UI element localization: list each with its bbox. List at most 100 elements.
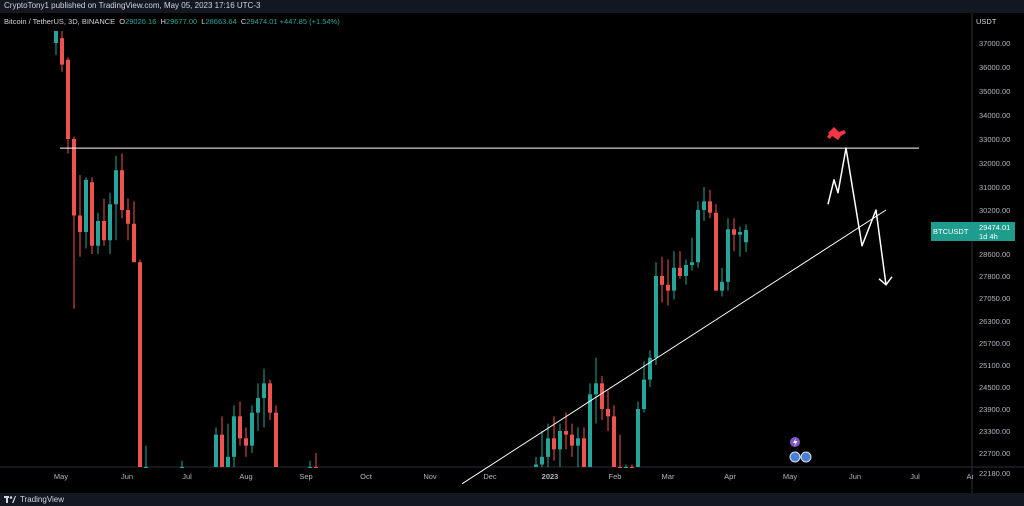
price-tick-label: 35000.00 bbox=[979, 87, 1010, 96]
candle-body-up bbox=[690, 262, 694, 265]
candle-body-down bbox=[126, 210, 130, 224]
low-label: L bbox=[201, 17, 206, 26]
candle-body-down bbox=[244, 438, 248, 446]
candle-body-down bbox=[606, 409, 610, 417]
candle-body-up bbox=[546, 438, 550, 457]
candle-body-down bbox=[630, 467, 634, 468]
candle-body-down bbox=[570, 434, 574, 446]
time-tick-label: Jul bbox=[910, 472, 920, 481]
hammer-icon bbox=[827, 127, 846, 140]
candle-body-up bbox=[96, 221, 100, 246]
candle-body-down bbox=[66, 59, 70, 139]
time-tick-label: Mar bbox=[662, 472, 675, 481]
price-tick-label: 36000.00 bbox=[979, 63, 1010, 72]
time-tick-label: Apr bbox=[724, 472, 736, 481]
time-tick-label: Sep bbox=[299, 472, 312, 481]
time-tick-label: 2023 bbox=[542, 472, 559, 481]
candle-body-down bbox=[678, 267, 682, 276]
price-scale-unit[interactable]: USDT bbox=[976, 17, 997, 26]
price-tick-label: 30200.00 bbox=[979, 206, 1010, 215]
candle-body-up bbox=[738, 232, 742, 235]
chart-area[interactable]: 37000.00 36000.00 35000.00 34000.00 33000.00… bbox=[0, 13, 1024, 493]
candle-body-up bbox=[588, 394, 592, 467]
high-value: 29677.00 bbox=[165, 17, 198, 26]
candle-body-up bbox=[558, 431, 562, 450]
candle-body-down bbox=[612, 416, 616, 467]
candle-body-up bbox=[534, 464, 538, 467]
price-tick-label: 31000.00 bbox=[979, 183, 1010, 192]
price-tag-countdown: 1d 4h bbox=[979, 232, 998, 241]
candle-body-up bbox=[214, 434, 218, 467]
price-tick-label: 22700.00 bbox=[979, 449, 1010, 458]
candle-body-up bbox=[114, 170, 118, 205]
candle-body-down bbox=[600, 383, 604, 409]
price-tick-label: 25700.00 bbox=[979, 339, 1010, 348]
price-tick-label: 26300.00 bbox=[979, 317, 1010, 326]
price-tick-label: 33000.00 bbox=[979, 135, 1010, 144]
candle-body-up bbox=[576, 438, 580, 446]
price-tick-label: 28600.00 bbox=[979, 250, 1010, 259]
last-price-tag: BTCUSDT 29474.01 1d 4h bbox=[931, 222, 1015, 241]
candle-body-down bbox=[90, 182, 94, 246]
time-tick-label: Oct bbox=[360, 472, 373, 481]
candle-body-down bbox=[666, 284, 670, 291]
price-tick-label: 25100.00 bbox=[979, 361, 1010, 370]
flag-icon bbox=[800, 451, 812, 463]
lightning-bolt bbox=[793, 438, 798, 447]
candle-body-up bbox=[308, 467, 312, 468]
candle-body-up bbox=[744, 229, 748, 243]
candle-body-up bbox=[696, 210, 700, 263]
price-tick-label: 32000.00 bbox=[979, 159, 1010, 168]
price-tick-label: 34000.00 bbox=[979, 111, 1010, 120]
projection-path bbox=[827, 147, 887, 285]
candle-body-up bbox=[624, 467, 628, 468]
candle-body-up bbox=[702, 201, 706, 210]
price-tag-value: 29474.01 bbox=[979, 223, 1011, 232]
ohlc-legend: Bitcoin / TetherUS, 3D, BINANCE O29026.1… bbox=[4, 17, 340, 26]
high-label: H bbox=[160, 17, 166, 26]
candle-body-up bbox=[642, 379, 646, 409]
candle-body-down bbox=[78, 215, 82, 232]
candle-body-down bbox=[220, 434, 224, 467]
time-tick-label: Aı bbox=[966, 472, 973, 481]
candle-body-up bbox=[144, 467, 148, 468]
price-tick-label: 23300.00 bbox=[979, 427, 1010, 436]
change-value: +447.85 (+1.54%) bbox=[279, 17, 340, 26]
candle-body-up bbox=[636, 409, 640, 467]
time-tick-label: Dec bbox=[483, 472, 497, 481]
close-value: 29474.01 bbox=[246, 17, 278, 26]
candle-body-down bbox=[120, 170, 124, 210]
candle-body-up bbox=[232, 416, 236, 457]
publish-bar: CryptoTony1 published on TradingView.com… bbox=[0, 0, 1024, 13]
candle-body-up bbox=[262, 383, 266, 398]
candle-body-up bbox=[540, 456, 544, 465]
price-tick-label: 27800.00 bbox=[979, 272, 1010, 281]
tradingview-icon bbox=[4, 496, 16, 504]
candle-body-down bbox=[618, 467, 622, 468]
open-value: 29026.16 bbox=[125, 17, 157, 26]
candle-body-up bbox=[594, 383, 598, 395]
arrow-head-icon bbox=[878, 276, 893, 286]
candle-body-up bbox=[226, 456, 230, 467]
time-tick-label: Aug bbox=[239, 472, 252, 481]
time-tick-label: Nov bbox=[423, 472, 437, 481]
symbol-description[interactable]: Bitcoin / TetherUS, 3D, BINANCE bbox=[4, 17, 116, 26]
candle-body-down bbox=[132, 223, 136, 263]
price-tick-label: 27050.00 bbox=[979, 294, 1010, 303]
footer-bar: TradingView bbox=[0, 493, 1024, 506]
candle-body-up bbox=[84, 179, 88, 232]
tradingview-logo[interactable]: TradingView bbox=[4, 495, 64, 504]
candle-body-up bbox=[54, 31, 58, 43]
candle-body-up bbox=[654, 276, 658, 358]
tradingview-brand: TradingView bbox=[20, 495, 65, 504]
candlestick-chart[interactable]: 37000.00 36000.00 35000.00 34000.00 33000.00… bbox=[0, 13, 1024, 493]
time-tick-label: May bbox=[54, 472, 68, 481]
candle-body-up bbox=[250, 412, 254, 446]
candle-body-down bbox=[552, 438, 556, 450]
candle-body-up bbox=[648, 357, 652, 380]
candle-body-down bbox=[714, 212, 718, 291]
trend-line bbox=[461, 209, 887, 485]
time-tick-label: Jun bbox=[849, 472, 861, 481]
price-tick-label: 24500.00 bbox=[979, 383, 1010, 392]
candle-body-up bbox=[726, 229, 730, 282]
